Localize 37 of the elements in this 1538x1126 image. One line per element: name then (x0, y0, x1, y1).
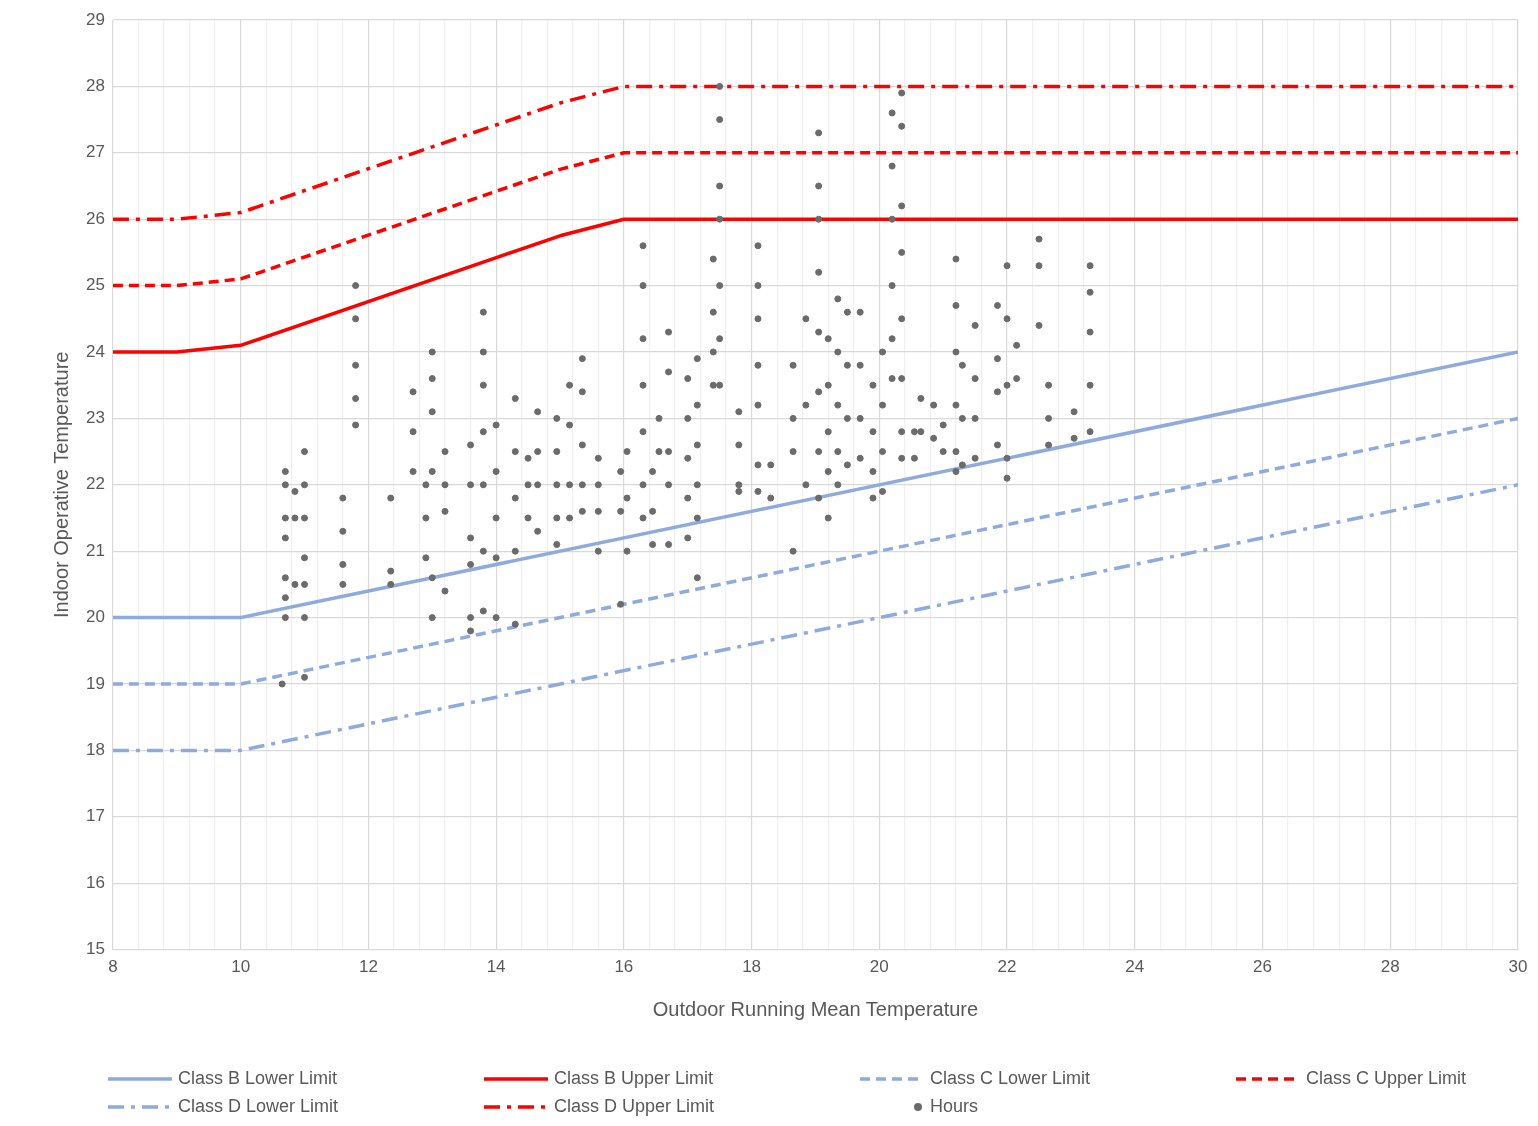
y-tick-label: 23 (85, 408, 105, 428)
legend-label: Class B Lower Limit (178, 1067, 338, 1088)
y-tick-label: 26 (85, 208, 105, 228)
legend-label: Class D Lower Limit (178, 1095, 339, 1116)
x-tick-label: 18 (742, 957, 762, 977)
y-tick-label: 27 (85, 142, 105, 162)
x-tick-label: 14 (486, 957, 506, 977)
x-tick-label: 8 (108, 957, 118, 977)
x-tick-label: 22 (997, 957, 1017, 977)
y-tick-label: 17 (85, 806, 105, 826)
x-tick-label: 26 (1253, 957, 1272, 977)
x-tick-label: 30 (1508, 957, 1528, 977)
line-series (112, 151, 1518, 288)
y-tick-label: 21 (85, 540, 105, 560)
legend-label: Class C Upper Limit (1306, 1067, 1467, 1088)
legend-label: Class C Lower Limit (930, 1067, 1091, 1088)
y-tick-label: 25 (85, 275, 105, 295)
x-tick-label: 12 (358, 957, 378, 977)
y-tick-label: 24 (85, 341, 105, 361)
legend-label: Hours (930, 1095, 979, 1116)
y-tick-label: 29 (85, 9, 105, 29)
y-tick-label: 16 (85, 872, 105, 892)
legend-label: Class D Upper Limit (554, 1095, 715, 1116)
y-tick-label: 20 (85, 607, 105, 627)
y-tick-label: 15 (85, 939, 105, 959)
y-tick-label: 22 (85, 474, 105, 494)
x-tick-label: 24 (1125, 957, 1145, 977)
x-axis-title: Outdoor Running Mean Temperature (652, 997, 979, 1020)
y-tick-label: 19 (85, 673, 105, 693)
y-axis-title: Indoor Operative Temperature (49, 351, 72, 619)
y-tick-label: 28 (85, 76, 105, 96)
x-tick-label: 28 (1380, 957, 1400, 977)
x-tick-label: 20 (869, 957, 889, 977)
y-tick-label: 18 (85, 740, 105, 760)
x-tick-label: 16 (614, 957, 634, 977)
legend-label: Class B Upper Limit (554, 1067, 714, 1088)
x-tick-label: 10 (231, 957, 251, 977)
